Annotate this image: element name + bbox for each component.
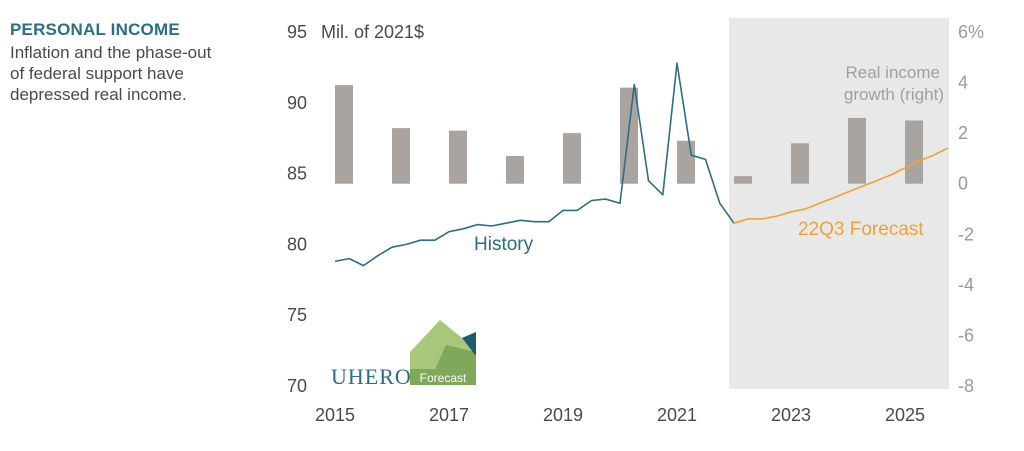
bars-annotation-line-1: Real income (846, 63, 941, 82)
history-line (334, 62, 735, 267)
right-tick-0: 0 (958, 174, 968, 194)
growth-bar-2023 (791, 143, 809, 184)
growth-bar-2015 (335, 85, 353, 184)
right-tick-6-pct: 6% (958, 22, 984, 42)
forecast-annotation: 22Q3 Forecast (798, 219, 924, 240)
subtitle-line-3: depressed real income. (10, 85, 187, 104)
right-tick--4: -4 (958, 275, 974, 295)
right-tick-4: 4 (958, 73, 968, 93)
growth-bar-2019 (563, 133, 581, 184)
left-axis-unit-label: Mil. of 2021$ (321, 22, 424, 42)
logo-text: UHERO (331, 364, 412, 389)
growth-bars (335, 85, 923, 184)
logo-badge (410, 369, 476, 385)
left-tick-70: 70 (287, 376, 307, 396)
left-tick-95: 95 (287, 22, 307, 42)
uhero-logo: Forecast UHERO (331, 320, 476, 389)
right-tick-2: 2 (958, 123, 968, 143)
left-tick-90: 90 (287, 93, 307, 113)
right-tick--2: -2 (958, 224, 974, 244)
growth-bar-2016 (392, 128, 410, 184)
income-lines (334, 62, 949, 267)
right-tick--8: -8 (958, 376, 974, 396)
x-tick-2023: 2023 (771, 405, 811, 425)
title-block: PERSONAL INCOME Inflation and the phase-… (10, 20, 270, 105)
subtitle-line-1: Inflation and the phase-out (10, 43, 212, 62)
right-axis-ticks: -8 -6 -4 -2 0 2 4 6% (958, 22, 984, 396)
growth-bar-2024 (848, 117, 866, 184)
chart-title: PERSONAL INCOME (10, 20, 180, 39)
x-tick-2017: 2017 (429, 405, 469, 425)
logo-mountain-dark (462, 332, 476, 356)
history-annotation: History (474, 234, 534, 255)
growth-bar-2021 (677, 140, 695, 184)
left-axis-ticks: 70 75 80 85 90 95 (287, 22, 307, 396)
growth-bar-2017 (449, 130, 467, 184)
right-tick--6: -6 (958, 325, 974, 345)
growth-bar-2018 (506, 155, 524, 184)
x-tick-2025: 2025 (885, 405, 925, 425)
left-tick-80: 80 (287, 234, 307, 254)
subtitle-line-2: of federal support have (10, 64, 184, 83)
x-tick-2015: 2015 (315, 405, 355, 425)
growth-bar-2022 (734, 176, 752, 184)
x-axis-ticks: 2015 2017 2019 2021 2023 2025 (315, 405, 925, 425)
logo-badge-text: Forecast (420, 371, 467, 385)
bars-annotation-line-2: growth (right) (844, 85, 944, 104)
left-tick-85: 85 (287, 164, 307, 184)
x-tick-2021: 2021 (657, 405, 697, 425)
chart-subtitle: Inflation and the phase-out of federal s… (10, 42, 270, 105)
forecast-line (733, 147, 949, 224)
left-tick-75: 75 (287, 305, 307, 325)
growth-bar-2020 (620, 87, 638, 184)
forecast-shading (729, 18, 949, 389)
x-tick-2019: 2019 (543, 405, 583, 425)
growth-bar-2025 (905, 120, 923, 184)
